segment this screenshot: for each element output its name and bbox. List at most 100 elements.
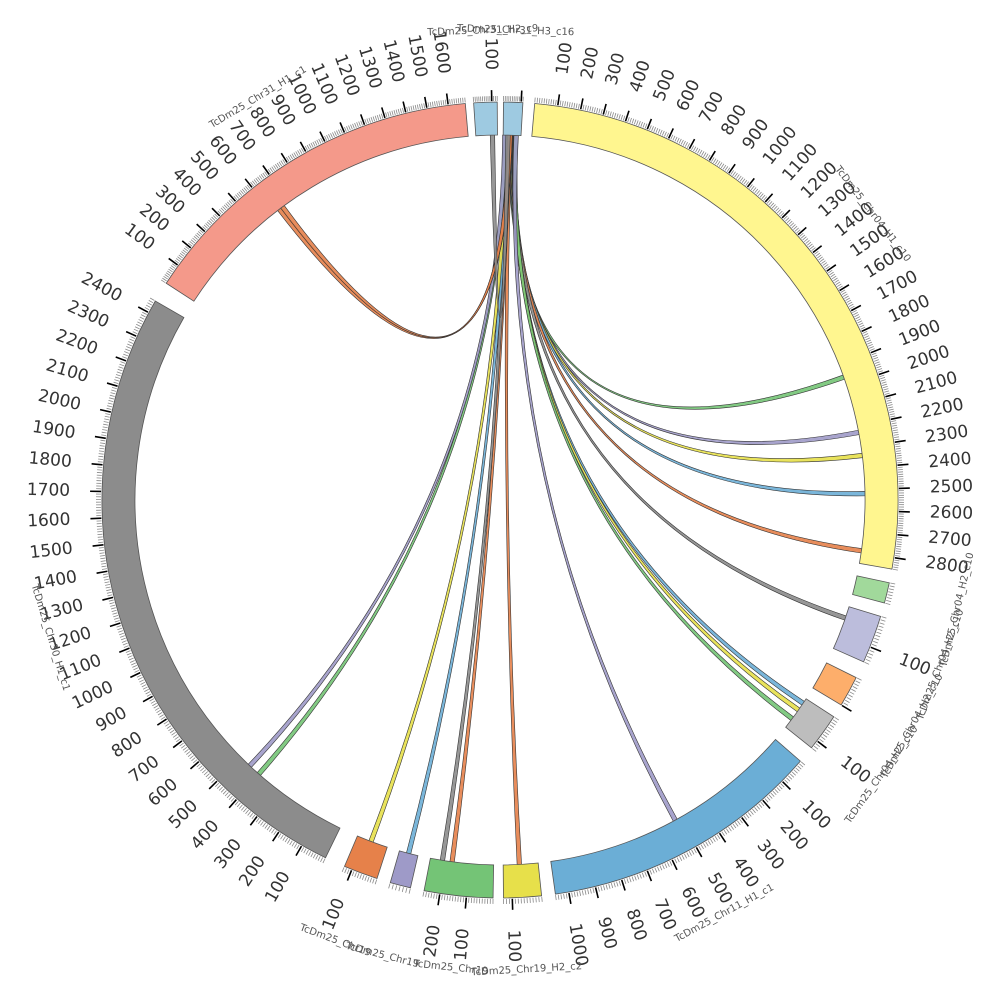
minor-tick [340, 128, 343, 134]
minor-tick [896, 545, 902, 548]
minor-tick [896, 455, 902, 457]
minor-tick [101, 431, 107, 434]
minor-tick [324, 135, 328, 141]
minor-tick [159, 714, 164, 718]
minor-tick [734, 172, 738, 178]
major-tick [557, 94, 561, 106]
minor-tick [743, 815, 748, 821]
major-tick [102, 596, 114, 601]
tick-label: 100 [798, 796, 835, 833]
minor-tick [110, 392, 116, 395]
tick-label: 500 [703, 869, 736, 907]
major-tick [671, 859, 678, 871]
minor-tick [633, 119, 637, 125]
minor-tick [771, 204, 776, 209]
minor-tick [879, 374, 885, 378]
major-tick [208, 780, 218, 790]
minor-tick [768, 201, 773, 206]
minor-tick [858, 322, 864, 326]
minor-tick [441, 894, 443, 900]
minor-tick [813, 745, 819, 750]
minor-tick [893, 434, 899, 436]
minor-tick [819, 738, 824, 743]
minor-tick [721, 831, 725, 837]
minor-tick [849, 305, 855, 309]
minor-tick [287, 839, 291, 844]
minor-tick [98, 541, 104, 544]
minor-tick [236, 192, 241, 198]
minor-tick [883, 388, 889, 391]
minor-tick [857, 320, 863, 324]
minor-tick [697, 148, 701, 154]
minor-tick [245, 185, 249, 191]
minor-tick [799, 232, 804, 237]
minor-tick [166, 725, 172, 729]
minor-tick [312, 141, 316, 147]
minor-tick [605, 884, 608, 890]
minor-tick [110, 607, 116, 610]
minor-tick [160, 716, 166, 720]
minor-tick [831, 275, 837, 280]
minor-tick [886, 599, 892, 603]
minor-tick [700, 844, 704, 850]
minor-tick [676, 857, 680, 863]
minor-tick [101, 434, 107, 437]
minor-tick [796, 229, 801, 234]
minor-tick [181, 251, 186, 255]
minor-tick [103, 578, 110, 581]
minor-tick [107, 402, 113, 405]
minor-tick [843, 702, 849, 706]
minor-tick [250, 181, 255, 187]
minor-tick [610, 883, 614, 889]
minor-tick [153, 705, 159, 709]
minor-tick [759, 193, 764, 198]
major-tick [897, 463, 909, 467]
minor-tick [427, 892, 430, 898]
minor-tick [227, 201, 231, 206]
minor-tick [636, 120, 639, 126]
minor-tick [451, 896, 454, 902]
minor-tick [183, 247, 189, 252]
minor-tick [791, 224, 796, 229]
minor-tick [260, 174, 265, 179]
minor-tick [815, 252, 821, 257]
minor-tick [186, 751, 191, 755]
minor-tick [686, 852, 690, 858]
minor-tick [864, 335, 870, 339]
minor-tick [877, 368, 883, 371]
minor-tick [666, 862, 670, 867]
minor-tick [457, 896, 459, 902]
minor-tick [543, 98, 545, 104]
minor-tick [145, 304, 151, 308]
minor-tick [178, 254, 183, 259]
minor-tick [607, 110, 610, 116]
minor-tick [829, 724, 835, 728]
minor-tick [236, 802, 241, 808]
tick-label: 2000 [36, 386, 83, 415]
minor-tick [871, 352, 877, 356]
minor-tick [137, 321, 143, 325]
tick-label: 2700 [927, 528, 972, 552]
minor-tick [705, 153, 709, 159]
minor-tick [640, 121, 643, 127]
minor-tick [247, 811, 252, 816]
ideogram-layer [101, 101, 899, 899]
minor-tick [359, 874, 362, 880]
minor-tick [381, 113, 384, 119]
minor-tick [126, 346, 132, 349]
minor-tick [149, 297, 155, 301]
major-tick [94, 435, 106, 440]
minor-tick [312, 853, 316, 859]
tick-label: 2500 [930, 476, 974, 497]
minor-tick [230, 198, 235, 203]
minor-tick [895, 550, 901, 552]
minor-tick [127, 343, 133, 347]
minor-tick [165, 272, 171, 276]
minor-tick [262, 822, 266, 828]
minor-tick [451, 98, 453, 104]
minor-tick [113, 617, 119, 620]
minor-tick [802, 236, 807, 241]
minor-tick [314, 140, 318, 146]
minor-tick [756, 190, 760, 195]
minor-tick [140, 681, 146, 685]
